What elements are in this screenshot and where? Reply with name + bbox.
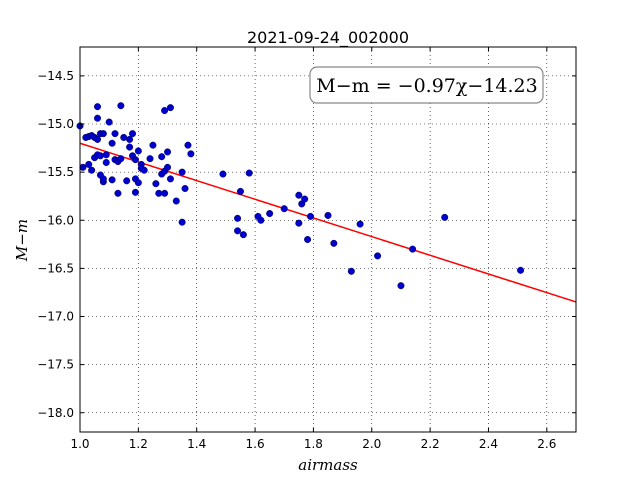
data-point [234, 214, 242, 222]
data-point [161, 107, 169, 115]
y-axis-label: M−m [13, 219, 31, 262]
plot-area-frame [79, 46, 577, 433]
y-tick-label: −16.5 [37, 261, 74, 275]
data-point [131, 156, 139, 164]
y-tick-label: −15.5 [37, 165, 74, 179]
data-point [117, 102, 125, 110]
data-point [108, 176, 116, 184]
data-point [295, 219, 303, 227]
data-point [409, 245, 417, 253]
data-point [158, 153, 166, 161]
data-point [149, 141, 157, 149]
data-point [88, 166, 96, 174]
data-point [108, 139, 116, 147]
data-point [304, 235, 312, 243]
data-point [134, 147, 142, 155]
data-point [295, 191, 303, 199]
data-point [187, 150, 195, 158]
data-point [239, 231, 247, 239]
data-point [94, 114, 102, 122]
equation-annotation: M−m = −0.97χ−14.23 [309, 66, 544, 104]
x-axis-ticks: 1.0 1.2 1.4 1.6 1.8 2.0 2.2 2.4 2.6 [70, 47, 556, 451]
data-point [178, 168, 186, 176]
x-tick-label: 1.6 [246, 437, 265, 451]
data-point [102, 158, 110, 166]
data-point [330, 239, 338, 247]
data-point [102, 151, 110, 159]
data-point [111, 130, 119, 138]
data-point [120, 133, 128, 141]
x-tick-label: 2.4 [479, 437, 498, 451]
annotation-text: M−m = −0.97χ−14.23 [316, 75, 537, 97]
y-tick-label: −15.0 [37, 117, 74, 131]
data-point [184, 141, 192, 149]
data-point [85, 160, 93, 168]
data-point [236, 187, 244, 195]
data-point [105, 118, 113, 126]
data-point [146, 155, 154, 163]
data-point [517, 266, 525, 274]
y-tick-label: −17.5 [37, 358, 74, 372]
data-point [123, 177, 131, 185]
data-point [126, 135, 134, 143]
data-point [374, 252, 382, 260]
data-point [155, 189, 163, 197]
x-tick-label: 1.8 [304, 437, 323, 451]
data-point [161, 189, 169, 197]
data-point [266, 210, 274, 218]
data-point [172, 197, 180, 205]
x-tick-label: 2.2 [421, 437, 440, 451]
data-point [134, 179, 142, 187]
data-point [99, 130, 107, 138]
x-tick-label: 1.2 [129, 437, 148, 451]
y-tick-label: −14.5 [37, 69, 74, 83]
data-point [280, 205, 288, 213]
data-point [164, 163, 172, 171]
data-point [117, 155, 125, 163]
data-point [94, 103, 102, 111]
x-tick-label: 1.0 [70, 437, 89, 451]
data-point [126, 143, 134, 151]
data-point [131, 188, 139, 196]
x-axis-label: airmass [298, 456, 358, 474]
data-point [164, 148, 172, 156]
data-point [257, 216, 265, 224]
data-point [178, 218, 186, 226]
data-point [79, 163, 87, 171]
data-point [166, 104, 174, 112]
x-tick-label: 2.6 [537, 437, 556, 451]
data-point [441, 213, 449, 221]
data-point [234, 227, 242, 235]
data-point [94, 135, 102, 143]
x-tick-label: 1.4 [187, 437, 206, 451]
data-point [114, 189, 122, 197]
data-points [76, 102, 525, 290]
data-point [324, 211, 332, 219]
data-point [129, 130, 137, 138]
data-point [96, 152, 104, 160]
data-point [356, 220, 364, 228]
grid-lines [79, 47, 576, 432]
data-point [166, 175, 174, 183]
data-point [181, 184, 189, 192]
data-point [347, 267, 355, 275]
y-tick-label: −17.0 [37, 310, 74, 324]
data-point [99, 175, 107, 183]
y-tick-label: −16.0 [37, 213, 74, 227]
data-point [152, 180, 160, 188]
plot-content [76, 102, 577, 303]
data-point [245, 169, 253, 177]
data-point [301, 195, 309, 203]
data-point [306, 212, 314, 220]
y-axis-ticks: −14.5 −15.0 −15.5 −16.0 −16.5 −17.0 −17.5 −18.0 [37, 69, 576, 420]
annotation-box [309, 66, 544, 104]
data-point [397, 282, 405, 290]
chart-title: 2021-09-24_002000 [247, 28, 409, 48]
y-tick-label: −18.0 [37, 406, 74, 420]
data-point [219, 170, 227, 178]
data-point [140, 166, 148, 174]
x-tick-label: 2.0 [362, 437, 381, 451]
